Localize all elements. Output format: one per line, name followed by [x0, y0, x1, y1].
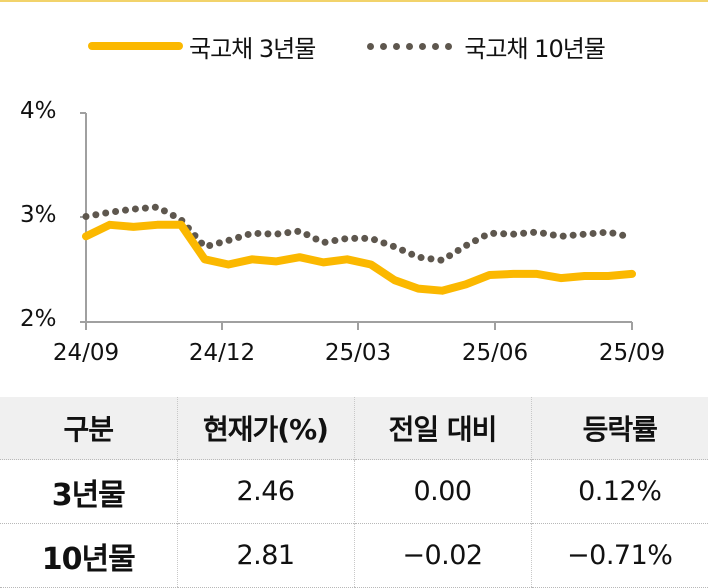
x-tick-2412: 24/12: [188, 340, 256, 366]
header-category: 구분: [0, 397, 177, 460]
y-tick-3: 3%: [20, 202, 57, 228]
table-row: 3년물 2.46 0.00 0.12%: [0, 459, 708, 524]
table-row: 10년물 2.81 −0.02 −0.71%: [0, 523, 708, 588]
y-tick-4: 4%: [20, 98, 57, 124]
chart-legend: 국고채 3년물 국고채 10년물: [88, 28, 606, 64]
legend-label-10y: 국고채 10년물: [464, 34, 606, 63]
header-price: 현재가(%): [176, 397, 354, 460]
yield-table: 구분 현재가(%) 전일 대비 등락률 3년물 2.46 0.00 0.12% …: [0, 397, 708, 588]
row-price: 2.81: [176, 523, 354, 588]
y-tick-2: 2%: [20, 306, 57, 332]
row-rate: 0.12%: [530, 459, 708, 524]
line-chart: [80, 112, 636, 330]
series-3y-line: [82, 220, 636, 295]
x-tick-2506: 25/06: [461, 340, 529, 366]
top-accent-rule: [0, 0, 708, 2]
legend-label-3y: 국고채 3년물: [189, 34, 316, 63]
row-rate: −0.71%: [530, 523, 708, 588]
solid-line-swatch-icon: [88, 42, 183, 50]
row-label: 3년물: [0, 459, 177, 524]
series-10y-line: [82, 203, 636, 264]
x-tick-2509: 25/09: [598, 340, 666, 366]
row-change: 0.00: [353, 459, 531, 524]
header-change: 전일 대비: [353, 397, 531, 460]
legend-item-3y: 국고채 3년물: [88, 29, 316, 64]
row-label: 10년물: [0, 523, 177, 588]
x-tick-2409: 24/09: [52, 340, 120, 366]
x-tick-2503: 25/03: [324, 340, 392, 366]
legend-item-10y: 국고채 10년물: [315, 29, 606, 64]
row-price: 2.46: [176, 459, 354, 524]
row-change: −0.02: [353, 523, 531, 588]
dotted-line-swatch-icon: [367, 42, 453, 50]
table-header-row: 구분 현재가(%) 전일 대비 등락률: [0, 397, 708, 460]
header-rate: 등락률: [530, 397, 708, 460]
